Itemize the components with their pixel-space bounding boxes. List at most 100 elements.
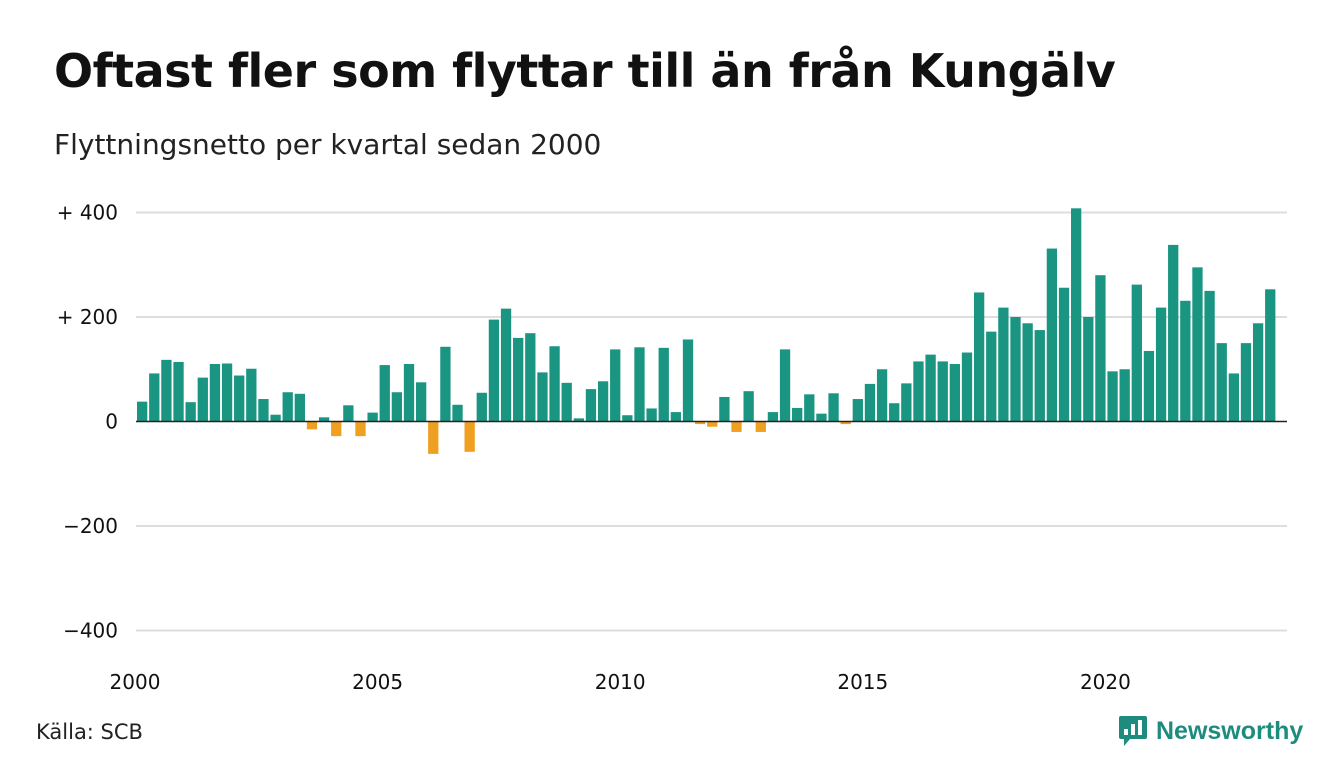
x-axis-labels: 2000 2005 2010 2015 2020 <box>110 670 1131 694</box>
bar <box>306 421 318 430</box>
bar <box>828 393 839 422</box>
bar <box>1204 290 1215 422</box>
bar <box>682 339 694 422</box>
bar <box>719 396 730 422</box>
bar <box>209 364 221 422</box>
x-tick-label: 2005 <box>352 670 403 694</box>
bar <box>646 408 657 422</box>
bar <box>440 346 451 422</box>
bar <box>185 402 196 422</box>
bar <box>258 399 269 422</box>
bar <box>1192 267 1203 422</box>
bar <box>1240 343 1252 422</box>
bar <box>585 389 597 422</box>
bar <box>1265 289 1276 422</box>
bar <box>634 347 645 422</box>
y-tick-label: −200 <box>63 514 118 538</box>
bar <box>694 421 706 425</box>
bar <box>343 405 354 422</box>
bar <box>367 412 378 422</box>
bar <box>476 392 487 422</box>
bar <box>670 412 682 422</box>
chart-title: Oftast fler som flyttar till än från Kun… <box>54 44 1116 98</box>
bar <box>1022 323 1033 422</box>
bar <box>1071 208 1082 422</box>
bar <box>743 391 754 422</box>
bar <box>707 421 718 427</box>
bar <box>767 412 779 422</box>
bar <box>149 373 160 422</box>
bar <box>464 421 475 452</box>
bar <box>840 421 851 425</box>
bar <box>901 383 912 422</box>
bar <box>573 418 584 422</box>
bar <box>246 368 257 422</box>
bar <box>197 377 208 422</box>
brand-logo: Newsworthy <box>1118 714 1303 748</box>
x-tick-label: 2010 <box>595 670 646 694</box>
bar <box>403 364 415 422</box>
bar <box>731 421 742 432</box>
y-tick-label: 0 <box>105 410 118 434</box>
y-tick-label: + 400 <box>57 201 118 225</box>
bar <box>379 365 390 422</box>
bar <box>755 421 766 432</box>
bar <box>913 361 924 422</box>
x-tick-label: 2015 <box>837 670 888 694</box>
bar <box>779 349 791 422</box>
bar <box>622 415 633 422</box>
bar <box>889 403 900 422</box>
bar <box>792 407 803 422</box>
bar <box>1143 350 1155 422</box>
bar <box>998 307 1009 422</box>
bar <box>804 394 815 422</box>
bar <box>452 404 463 422</box>
bar <box>1228 373 1239 422</box>
bar <box>1010 317 1021 422</box>
bar <box>1216 343 1227 422</box>
bar <box>1046 248 1058 422</box>
bar <box>488 319 500 422</box>
bar <box>816 413 827 422</box>
bar <box>1155 307 1167 422</box>
bar <box>949 364 961 422</box>
y-axis-labels: + 400 + 200 0 −200 −400 <box>57 201 118 643</box>
bar <box>986 331 997 422</box>
bar <box>852 399 863 422</box>
bar <box>937 361 948 422</box>
bar <box>1083 317 1094 422</box>
bar <box>415 382 427 422</box>
bar <box>161 359 172 422</box>
brand-name: Newsworthy <box>1156 716 1304 745</box>
bar <box>1180 300 1191 422</box>
chart-subtitle: Flyttningsnetto per kvartal sedan 2000 <box>54 128 602 161</box>
bar <box>270 414 281 422</box>
bar <box>549 346 560 422</box>
bar <box>513 337 524 422</box>
bar <box>355 421 366 437</box>
bar <box>1168 244 1179 422</box>
bar <box>221 363 233 422</box>
bar <box>961 352 973 422</box>
bar <box>294 393 305 422</box>
bar <box>1107 371 1118 422</box>
bar <box>331 421 342 437</box>
bar <box>876 369 888 422</box>
bar <box>597 381 609 422</box>
newsworthy-logo-icon <box>1119 716 1147 746</box>
bar <box>391 392 403 422</box>
bar <box>428 421 439 454</box>
bar <box>658 347 669 422</box>
bar <box>864 383 876 422</box>
bar <box>610 349 621 422</box>
bar <box>537 372 548 422</box>
bar <box>500 308 512 422</box>
bar <box>925 354 936 422</box>
x-tick-label: 2000 <box>110 670 161 694</box>
bar <box>1131 284 1142 422</box>
bar <box>282 392 293 422</box>
bar <box>1095 275 1106 422</box>
bar <box>234 375 245 422</box>
bar <box>525 333 536 422</box>
bar <box>1119 369 1130 422</box>
